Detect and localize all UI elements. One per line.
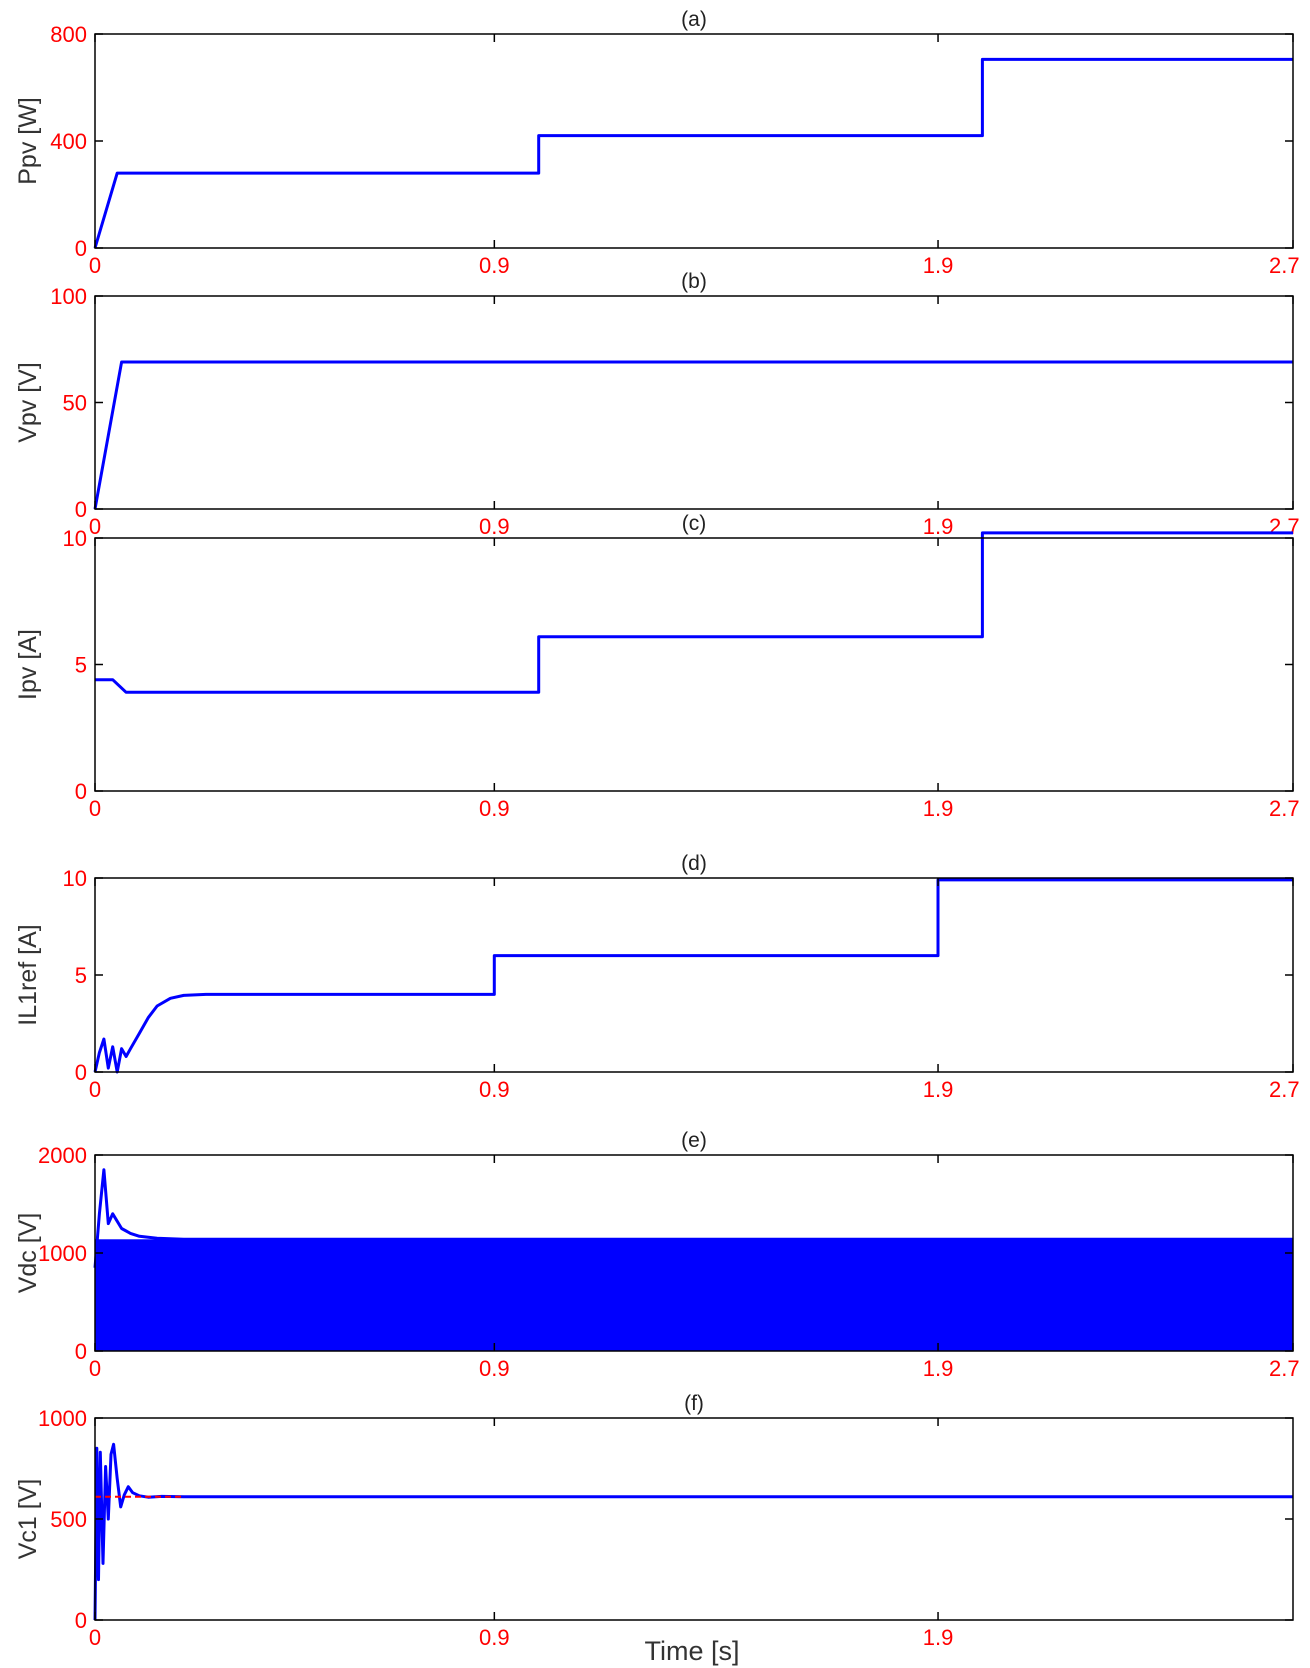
subplot-title: (d)	[681, 852, 707, 875]
axes-frame-c	[94, 537, 1294, 792]
x-tick-label: 1.9	[923, 796, 954, 821]
y-tick-label: 400	[50, 129, 87, 154]
y-tick-label: 5	[75, 963, 87, 988]
x-tick-label: 0.9	[479, 796, 510, 821]
x-tick-label: 0	[89, 796, 101, 821]
x-tick-label: 2.7	[1269, 253, 1300, 278]
x-tick-label: 2.7	[1269, 514, 1300, 539]
subplot-title: (a)	[681, 8, 707, 31]
x-tick-label: 0	[89, 253, 101, 278]
y-tick-label: 1000	[38, 1406, 87, 1431]
series-e-1	[93, 1168, 1293, 1268]
x-tick-label: 1.9	[923, 514, 954, 539]
y-tick-label: 10	[63, 526, 87, 551]
axes-frame-b	[94, 295, 1294, 510]
x-tick-label: 0	[89, 1077, 101, 1102]
subplot-title: (b)	[681, 270, 707, 293]
y-tick-label: 0	[75, 497, 87, 522]
y-axis-label: Vc1 [V]	[14, 1479, 42, 1560]
x-tick-label: 1.9	[923, 253, 954, 278]
series-a-1	[93, 57, 1293, 249]
subplot-title: (e)	[681, 1129, 707, 1152]
axes-frame-f	[94, 1417, 1294, 1621]
axes-frame-d	[94, 877, 1294, 1073]
x-tick-label: 1.9	[923, 1077, 954, 1102]
x-tick-label: 0.9	[479, 1625, 510, 1650]
y-tick-label: 1000	[38, 1241, 87, 1266]
subplot-a: 0 0.9 1.9 2.7 0 400 800 (a) Ppv [W]	[14, 8, 1300, 278]
x-tick-label: 0.9	[479, 514, 510, 539]
x-tick-label: 2.7	[1269, 796, 1300, 821]
y-tick-label: 0	[75, 1339, 87, 1364]
x-tick-label: 0	[89, 1356, 101, 1381]
x-tick-label: 0.9	[479, 1077, 510, 1102]
subplot-e: 0 0.9 1.9 2.7 0 1000 2000 (e) Vdc [V]	[14, 1129, 1300, 1381]
axes-frame-a	[94, 33, 1294, 249]
y-tick-label: 5	[75, 653, 87, 678]
y-tick-label: 0	[75, 1060, 87, 1085]
y-tick-label: 50	[63, 391, 87, 416]
subplot-title: (c)	[682, 512, 707, 535]
y-axis-label: Vdc [V]	[14, 1213, 42, 1294]
y-tick-label: 100	[50, 284, 87, 309]
x-tick-label: 2.7	[1269, 1356, 1300, 1381]
y-tick-label: 800	[50, 22, 87, 47]
x-tick-label: 1.9	[923, 1356, 954, 1381]
x-tick-label: 0	[89, 1625, 101, 1650]
x-tick-label: 0.9	[479, 253, 510, 278]
series-f-1	[93, 1442, 1293, 1621]
x-axis-label: Time [s]	[644, 1636, 739, 1666]
series-b-1	[93, 360, 1293, 510]
y-tick-label: 500	[50, 1507, 87, 1532]
y-axis-label: Ppv [W]	[14, 97, 42, 185]
series-d-1	[93, 878, 1293, 1074]
vdc-ripple-band	[95, 1239, 1293, 1351]
y-tick-label: 0	[75, 779, 87, 804]
y-axis-label: Ipv [A]	[14, 629, 42, 700]
x-tick-label: 1.9	[923, 1625, 954, 1650]
y-axis-label: Vpv [V]	[14, 362, 42, 443]
x-tick-label: 2.7	[1269, 1077, 1300, 1102]
x-tick-label: 0.9	[479, 1356, 510, 1381]
subplot-c: 0 0.9 1.9 2.7 0 5 10 (c) Ipv [A]	[14, 512, 1300, 821]
subplot-f: 0 0.9 1.9 0 500 1000 (f) Vc1 [V] Time [s]	[14, 1392, 1294, 1666]
y-tick-label: 10	[63, 866, 87, 891]
y-tick-label: 0	[75, 1608, 87, 1633]
y-tick-label: 0	[75, 236, 87, 261]
subplot-title: (f)	[684, 1392, 704, 1415]
y-tick-label: 2000	[38, 1143, 87, 1168]
y-axis-label: IL1ref [A]	[14, 924, 42, 1025]
subplot-b: 0 0.9 1.9 2.7 0 50 100 (b) Vpv [V]	[14, 270, 1300, 539]
series-c-1	[95, 531, 1293, 694]
subplot-d: 0 0.9 1.9 2.7 0 5 10 (d) IL1ref [A]	[14, 852, 1300, 1102]
x-tick-label: 0	[89, 514, 101, 539]
